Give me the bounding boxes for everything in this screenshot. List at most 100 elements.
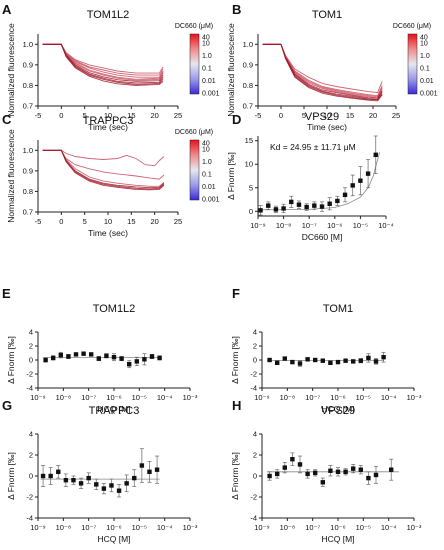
- x-tick-label: 10⁻⁹: [254, 393, 270, 402]
- series-line: [42, 43, 164, 78]
- panel-d: D VPS29 0 5 10 15 10⁻⁹ 10⁻⁸ 10⁻⁷ 10⁻⁶ 10⁻⁵ 10⁻⁴ DC66…: [226, 111, 394, 242]
- y-tick-label: -2: [250, 370, 257, 379]
- data-point: [267, 473, 272, 479]
- y-tick-label: 0.9: [23, 60, 33, 69]
- data-point: [149, 354, 155, 359]
- x-axis-label: Time (sec): [307, 122, 347, 132]
- y-tick-label: 0: [29, 356, 33, 365]
- panel-title: TOM1: [312, 9, 342, 21]
- y-tick-label: 0: [29, 472, 33, 481]
- data-point: [312, 203, 317, 208]
- y-axis-label: Δ Fnorm [‰]: [230, 336, 240, 384]
- colorbar-title: DC660 (μM): [393, 23, 431, 30]
- y-axis-label: Δ Fnorm [‰]: [230, 452, 240, 500]
- x-tick-label: 10⁻⁴: [381, 393, 397, 402]
- series-line: [262, 43, 383, 102]
- data-point: [282, 465, 287, 470]
- colorbar-tick-label: 0.1: [420, 66, 430, 73]
- x-tick-label: 5: [83, 217, 87, 226]
- panel-letter: D: [232, 112, 241, 127]
- series-line: [42, 149, 165, 189]
- data-point: [258, 208, 263, 213]
- data-point: [109, 483, 114, 488]
- y-tick-label: 0: [249, 207, 253, 216]
- data-point: [273, 207, 279, 212]
- data-point: [335, 469, 341, 474]
- data-point: [313, 357, 318, 363]
- colorbar-tick-label: 0.001: [420, 91, 438, 98]
- colorbar-tick-label: 40: [202, 35, 210, 42]
- x-tick-label: 10⁻⁵: [356, 523, 371, 532]
- y-tick-label: 2: [29, 342, 33, 351]
- colorbar-tick-label: 0.1: [202, 66, 212, 73]
- data-point: [351, 466, 356, 471]
- data-point: [343, 469, 348, 474]
- x-tick-label: 10⁻⁶: [106, 523, 121, 532]
- x-tick-label: 10⁻⁹: [30, 393, 46, 402]
- x-tick-label: 10⁻⁸: [280, 393, 295, 402]
- data-point: [267, 357, 272, 363]
- data-point: [58, 352, 63, 358]
- x-tick-label: 10⁻³: [183, 393, 198, 402]
- x-tick-label: 10⁻⁶: [330, 393, 345, 402]
- series-line: [42, 43, 164, 76]
- data-point: [342, 192, 348, 198]
- series-line: [42, 43, 164, 80]
- x-tick-label: 10⁻⁹: [254, 523, 270, 532]
- panel-a: A TOM1L2 0.7 0.8 0.9 1.0 -5 0 5 10 15 20 25 Time (sec…: [2, 2, 182, 132]
- data-point: [358, 178, 363, 183]
- data-point: [358, 467, 363, 472]
- data-point: [266, 203, 271, 208]
- colorbar-bar: [407, 33, 418, 95]
- x-axis-label: DC660 [M]: [302, 232, 343, 242]
- colorbar-tick-label: 1.0: [202, 53, 212, 60]
- data-point: [63, 478, 69, 483]
- y-axis-label: Normalized fluorescence: [6, 23, 16, 117]
- data-point: [134, 359, 139, 364]
- series-line: [42, 43, 164, 86]
- data-point: [373, 359, 379, 364]
- data-point: [104, 353, 109, 358]
- series-line: [262, 43, 383, 99]
- data-point: [304, 204, 309, 210]
- y-tick-label: -4: [250, 384, 257, 393]
- data-point: [101, 486, 107, 491]
- data-point: [132, 475, 137, 481]
- x-axis-label: Time (sec): [88, 122, 128, 132]
- series-line: [42, 149, 165, 187]
- data-point: [351, 359, 356, 364]
- colorbar-tick-label: 0.001: [202, 91, 220, 98]
- panel-letter: A: [2, 2, 12, 17]
- y-tick-label: -4: [250, 514, 257, 523]
- data-point: [96, 356, 101, 361]
- panel-letter: G: [2, 398, 12, 413]
- data-point: [335, 198, 340, 204]
- x-tick-label: 5: [83, 111, 87, 120]
- data-point: [78, 481, 84, 486]
- colorbar-tick-label: 0.01: [202, 184, 216, 191]
- kd-annotation: Kd = 24.95 ± 11.71 μM: [270, 142, 356, 152]
- data-point: [365, 171, 371, 176]
- x-tick-label: 10⁻⁷: [302, 221, 317, 230]
- data-point: [275, 360, 280, 365]
- x-tick-label: 10⁻⁸: [56, 523, 71, 532]
- panel-f: F TOM1 -4 -2 0 2 4 10⁻⁹ 10⁻⁸ 10⁻⁷ 10⁻⁶ 10⁻⁵ 10⁻⁴ 10⁻³…: [230, 286, 422, 414]
- panel-letter: F: [232, 286, 240, 301]
- x-tick-label: 10⁻⁸: [276, 221, 291, 230]
- x-tick-label: 25: [174, 217, 182, 226]
- series-line: [42, 43, 164, 74]
- x-tick-label: 10⁻³: [407, 393, 422, 402]
- x-axis-label: HCQ [M]: [321, 534, 354, 544]
- colorbar-tick-label: 10: [202, 147, 210, 154]
- y-tick-label: 2: [29, 451, 33, 460]
- data-point: [275, 471, 280, 477]
- data-point: [366, 355, 371, 361]
- series-line: [262, 43, 383, 97]
- data-point: [313, 470, 318, 476]
- y-tick-label: 0.8: [243, 81, 253, 90]
- series-line: [42, 149, 165, 191]
- x-tick-label: 10⁻³: [407, 523, 422, 532]
- data-point: [319, 204, 325, 209]
- data-point: [142, 357, 147, 362]
- data-point: [43, 357, 48, 363]
